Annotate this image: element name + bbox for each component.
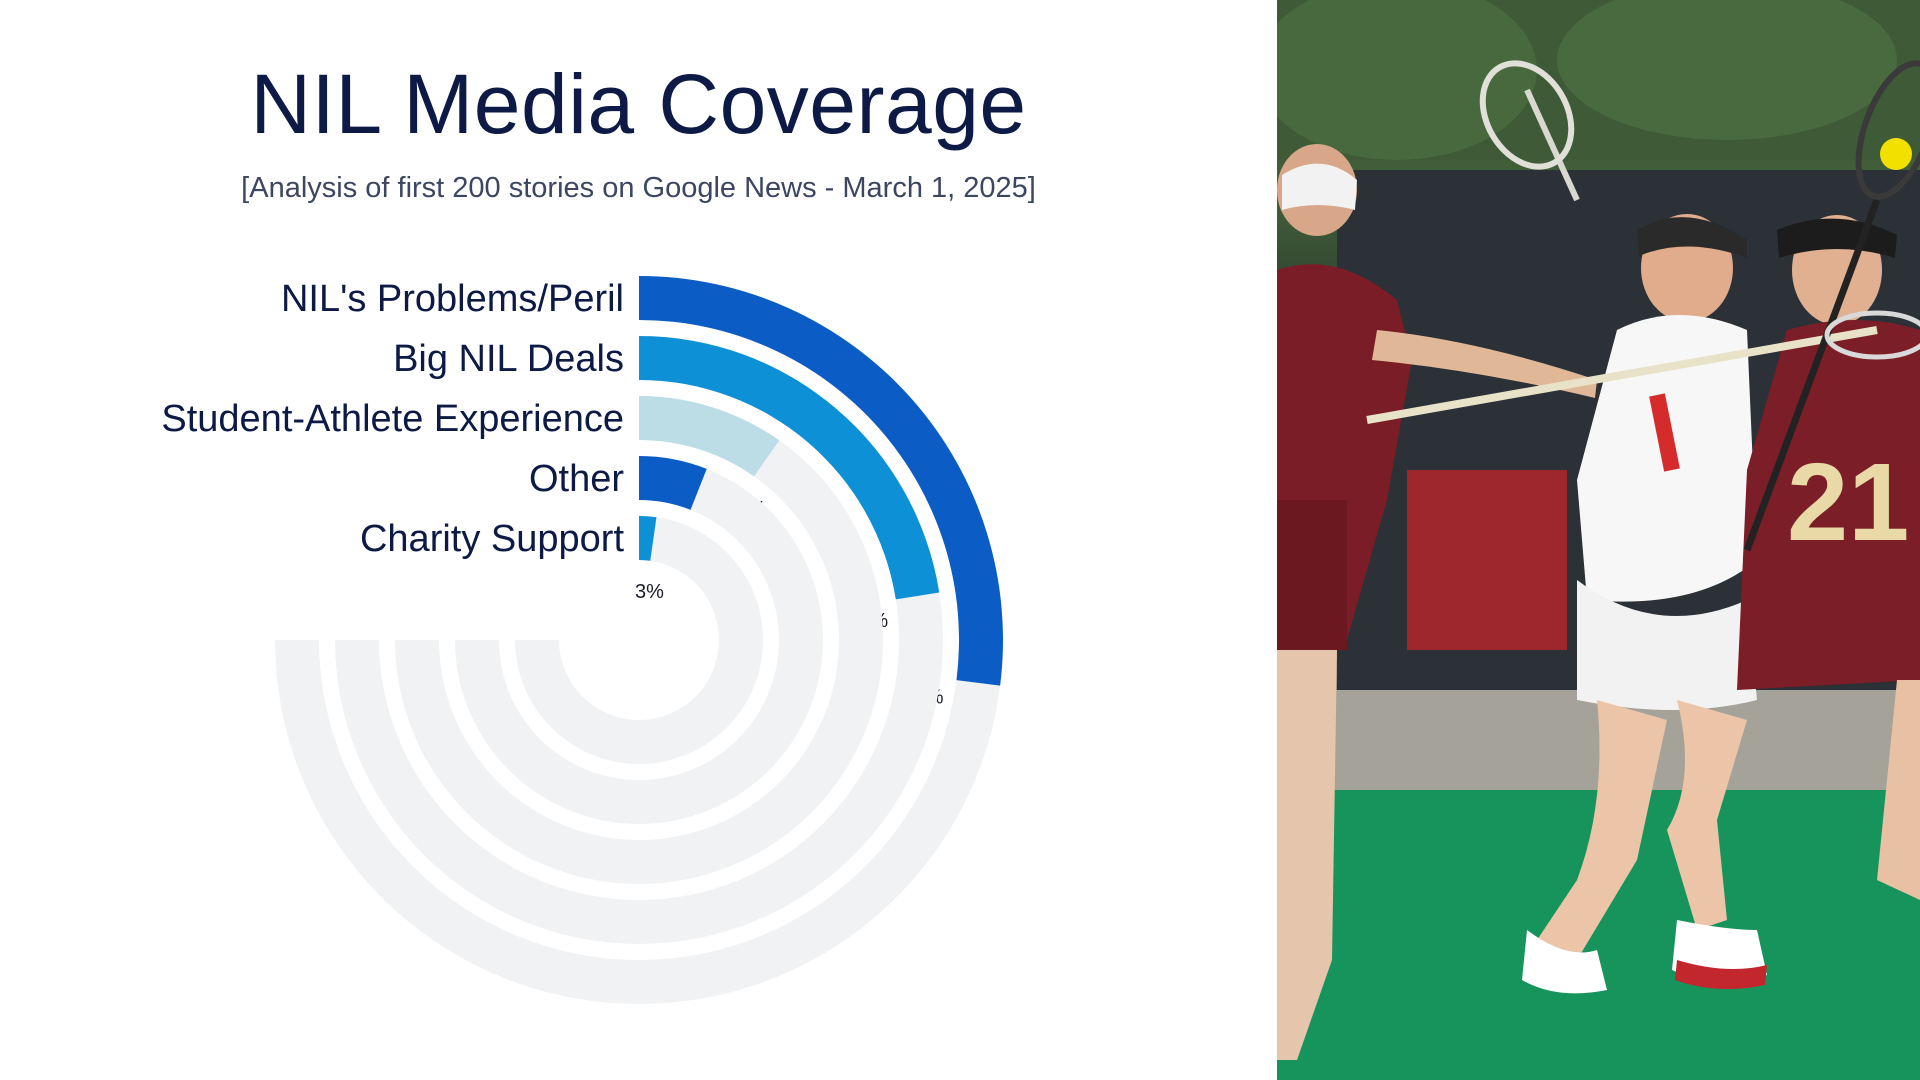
bar-track [455,456,823,824]
lacrosse-photo-illustration: 21 [1277,0,1920,1080]
bar-student-athlete-experience [639,396,780,477]
bar-other [639,456,707,510]
bar-charity-support [639,516,657,561]
lacrosse-photo: 21 [1277,0,1920,1080]
radial-bar-chart: NIL's Problems/Peril36%Big NIL Deals30%S… [161,276,1003,1004]
category-label: Big NIL Deals [393,338,624,380]
category-label: Student-Athlete Experience [161,398,624,440]
category-label: Charity Support [360,518,624,560]
bar-track [515,516,763,764]
value-label: 3% [635,581,664,603]
bar-big-nil-deals [639,336,940,600]
category-label: NIL's Problems/Peril [281,278,624,320]
chart-title: NIL Media Coverage [250,57,1027,151]
chart-subtitle: [Analysis of first 200 stories on Google… [241,172,1036,204]
category-label: Other [529,458,624,500]
chart-panel: NIL Media Coverage [Analysis of first 20… [161,57,1036,1004]
svg-text:21: 21 [1787,441,1909,564]
bar-nil-s-problems-peril [639,276,1003,686]
